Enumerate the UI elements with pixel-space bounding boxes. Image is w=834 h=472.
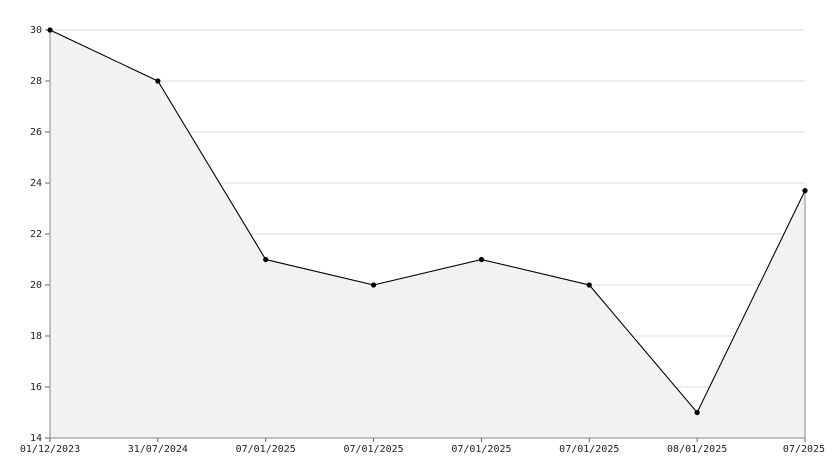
y-tick-label: 22 bbox=[30, 229, 42, 240]
x-tick-label: 08/01/2025 bbox=[667, 444, 727, 455]
y-tick-label: 14 bbox=[30, 433, 42, 444]
y-tick-label: 18 bbox=[30, 331, 42, 342]
x-tick-label: 07/01/2025 bbox=[451, 444, 511, 455]
y-tick-label: 26 bbox=[30, 127, 42, 138]
x-tick-label: 07/01/2025 bbox=[236, 444, 296, 455]
x-tick-label: 07/01/2025 bbox=[559, 444, 619, 455]
point bbox=[155, 78, 161, 84]
x-tick-label: 01/12/2023 bbox=[20, 444, 80, 455]
y-tick-label: 20 bbox=[30, 280, 42, 291]
y-tick-label: 16 bbox=[30, 382, 42, 393]
x-tick-label: 07/2025 bbox=[783, 444, 825, 455]
y-tick-label: 24 bbox=[30, 178, 42, 189]
point bbox=[263, 256, 269, 263]
x-tick-label: 07/01/2025 bbox=[343, 444, 403, 455]
y-tick-label: 30 bbox=[30, 25, 42, 36]
point bbox=[586, 282, 592, 288]
line bbox=[49, 29, 806, 414]
x-tick-label: 31/07/2024 bbox=[128, 444, 188, 455]
point bbox=[802, 188, 808, 194]
point bbox=[478, 256, 485, 263]
point bbox=[47, 27, 53, 33]
point bbox=[694, 409, 700, 416]
y-tick-label: 28 bbox=[30, 76, 42, 87]
point bbox=[370, 282, 377, 288]
